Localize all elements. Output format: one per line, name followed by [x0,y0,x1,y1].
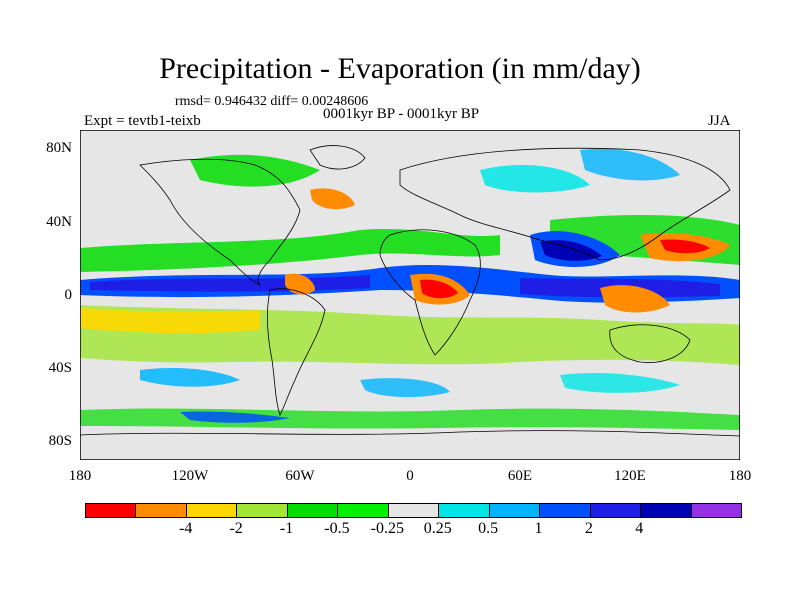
colorbar-swatch [489,504,541,517]
sh-yellow-band [80,308,260,334]
africa-red [420,279,458,299]
colorbar-swatch [590,504,642,517]
colorbar-label: -0.25 [370,520,404,537]
colorbar-swatch [186,504,238,517]
coast-south-america [267,288,326,417]
arctic-green-1 [190,154,320,187]
colorbar-label: -0.5 [324,520,350,537]
period-label: 0001kyr BP - 0001kyr BP [323,106,480,122]
coast-north-america [139,158,301,286]
colorbar-label: 0.25 [423,520,452,537]
colorbar-label: 0.5 [478,520,499,537]
y-tick-80n: 80N [46,140,72,156]
colorbar-label: 1 [534,520,543,537]
eurasia-cyan [480,165,590,193]
y-tick-40s: 40S [48,360,72,376]
x-tick-120w: 120W [171,468,209,484]
natlantic-orange [310,188,355,210]
spacific-blue [140,368,240,387]
colorbar-label: -4 [179,520,193,537]
colorbar-swatch [540,504,591,517]
colorbar-label: -1 [279,520,294,537]
maritime-orange [600,285,670,313]
colorbar-swatch [287,504,339,517]
monsoon-core [540,240,602,261]
colorbar [85,503,742,518]
field-shading [80,148,740,430]
southern-ocean-blue [180,411,290,423]
x-tick-120e: 120E [614,468,646,484]
experiment-label: Expt = tevtb1-teixb [84,113,201,129]
sindian-cyan [560,373,680,393]
coast-africa [379,229,481,356]
colorbar-swatch [439,504,490,517]
y-tick-80s: 80S [48,433,72,449]
coast-antarctica [80,430,740,437]
colorbar-swatch [641,504,692,517]
colorbar-swatch [388,504,440,517]
colorbar-swatch [691,504,742,517]
nw-pacific-red [660,239,710,254]
colorbar-label: 4 [635,520,644,537]
x-tick-60e: 60E [507,468,533,484]
y-tick-40n: 40N [46,214,72,230]
colorbar-swatch [86,504,137,517]
satlantic-blue [360,378,450,398]
coast-greenland [309,145,366,170]
nh-subtropics [80,228,500,272]
colorbar-label: -2 [229,520,243,537]
chart-title: Precipitation - Evaporation (in mm/day) [159,52,641,85]
season-label: JJA [708,113,731,129]
colorbar-swatch [338,504,389,517]
x-tick-0: 0 [406,468,414,484]
stats-line: rmsd= 0.946432 diff= 0.00248606 [175,94,369,109]
x-tick-60w: 60W [285,468,315,484]
x-tick-180e: 180 [728,468,752,484]
coast-eurasia [399,147,731,261]
y-tick-0: 0 [64,287,73,303]
siberia-blue [580,148,680,181]
coastlines [80,145,740,437]
colorbar-swatch [237,504,288,517]
samerica-orange [285,273,315,295]
precip-evap-map [80,130,740,460]
x-tick-180w: 180 [68,468,92,484]
coast-australia [609,324,691,363]
colorbar-swatch [136,504,187,517]
colorbar-label: 2 [584,520,593,537]
